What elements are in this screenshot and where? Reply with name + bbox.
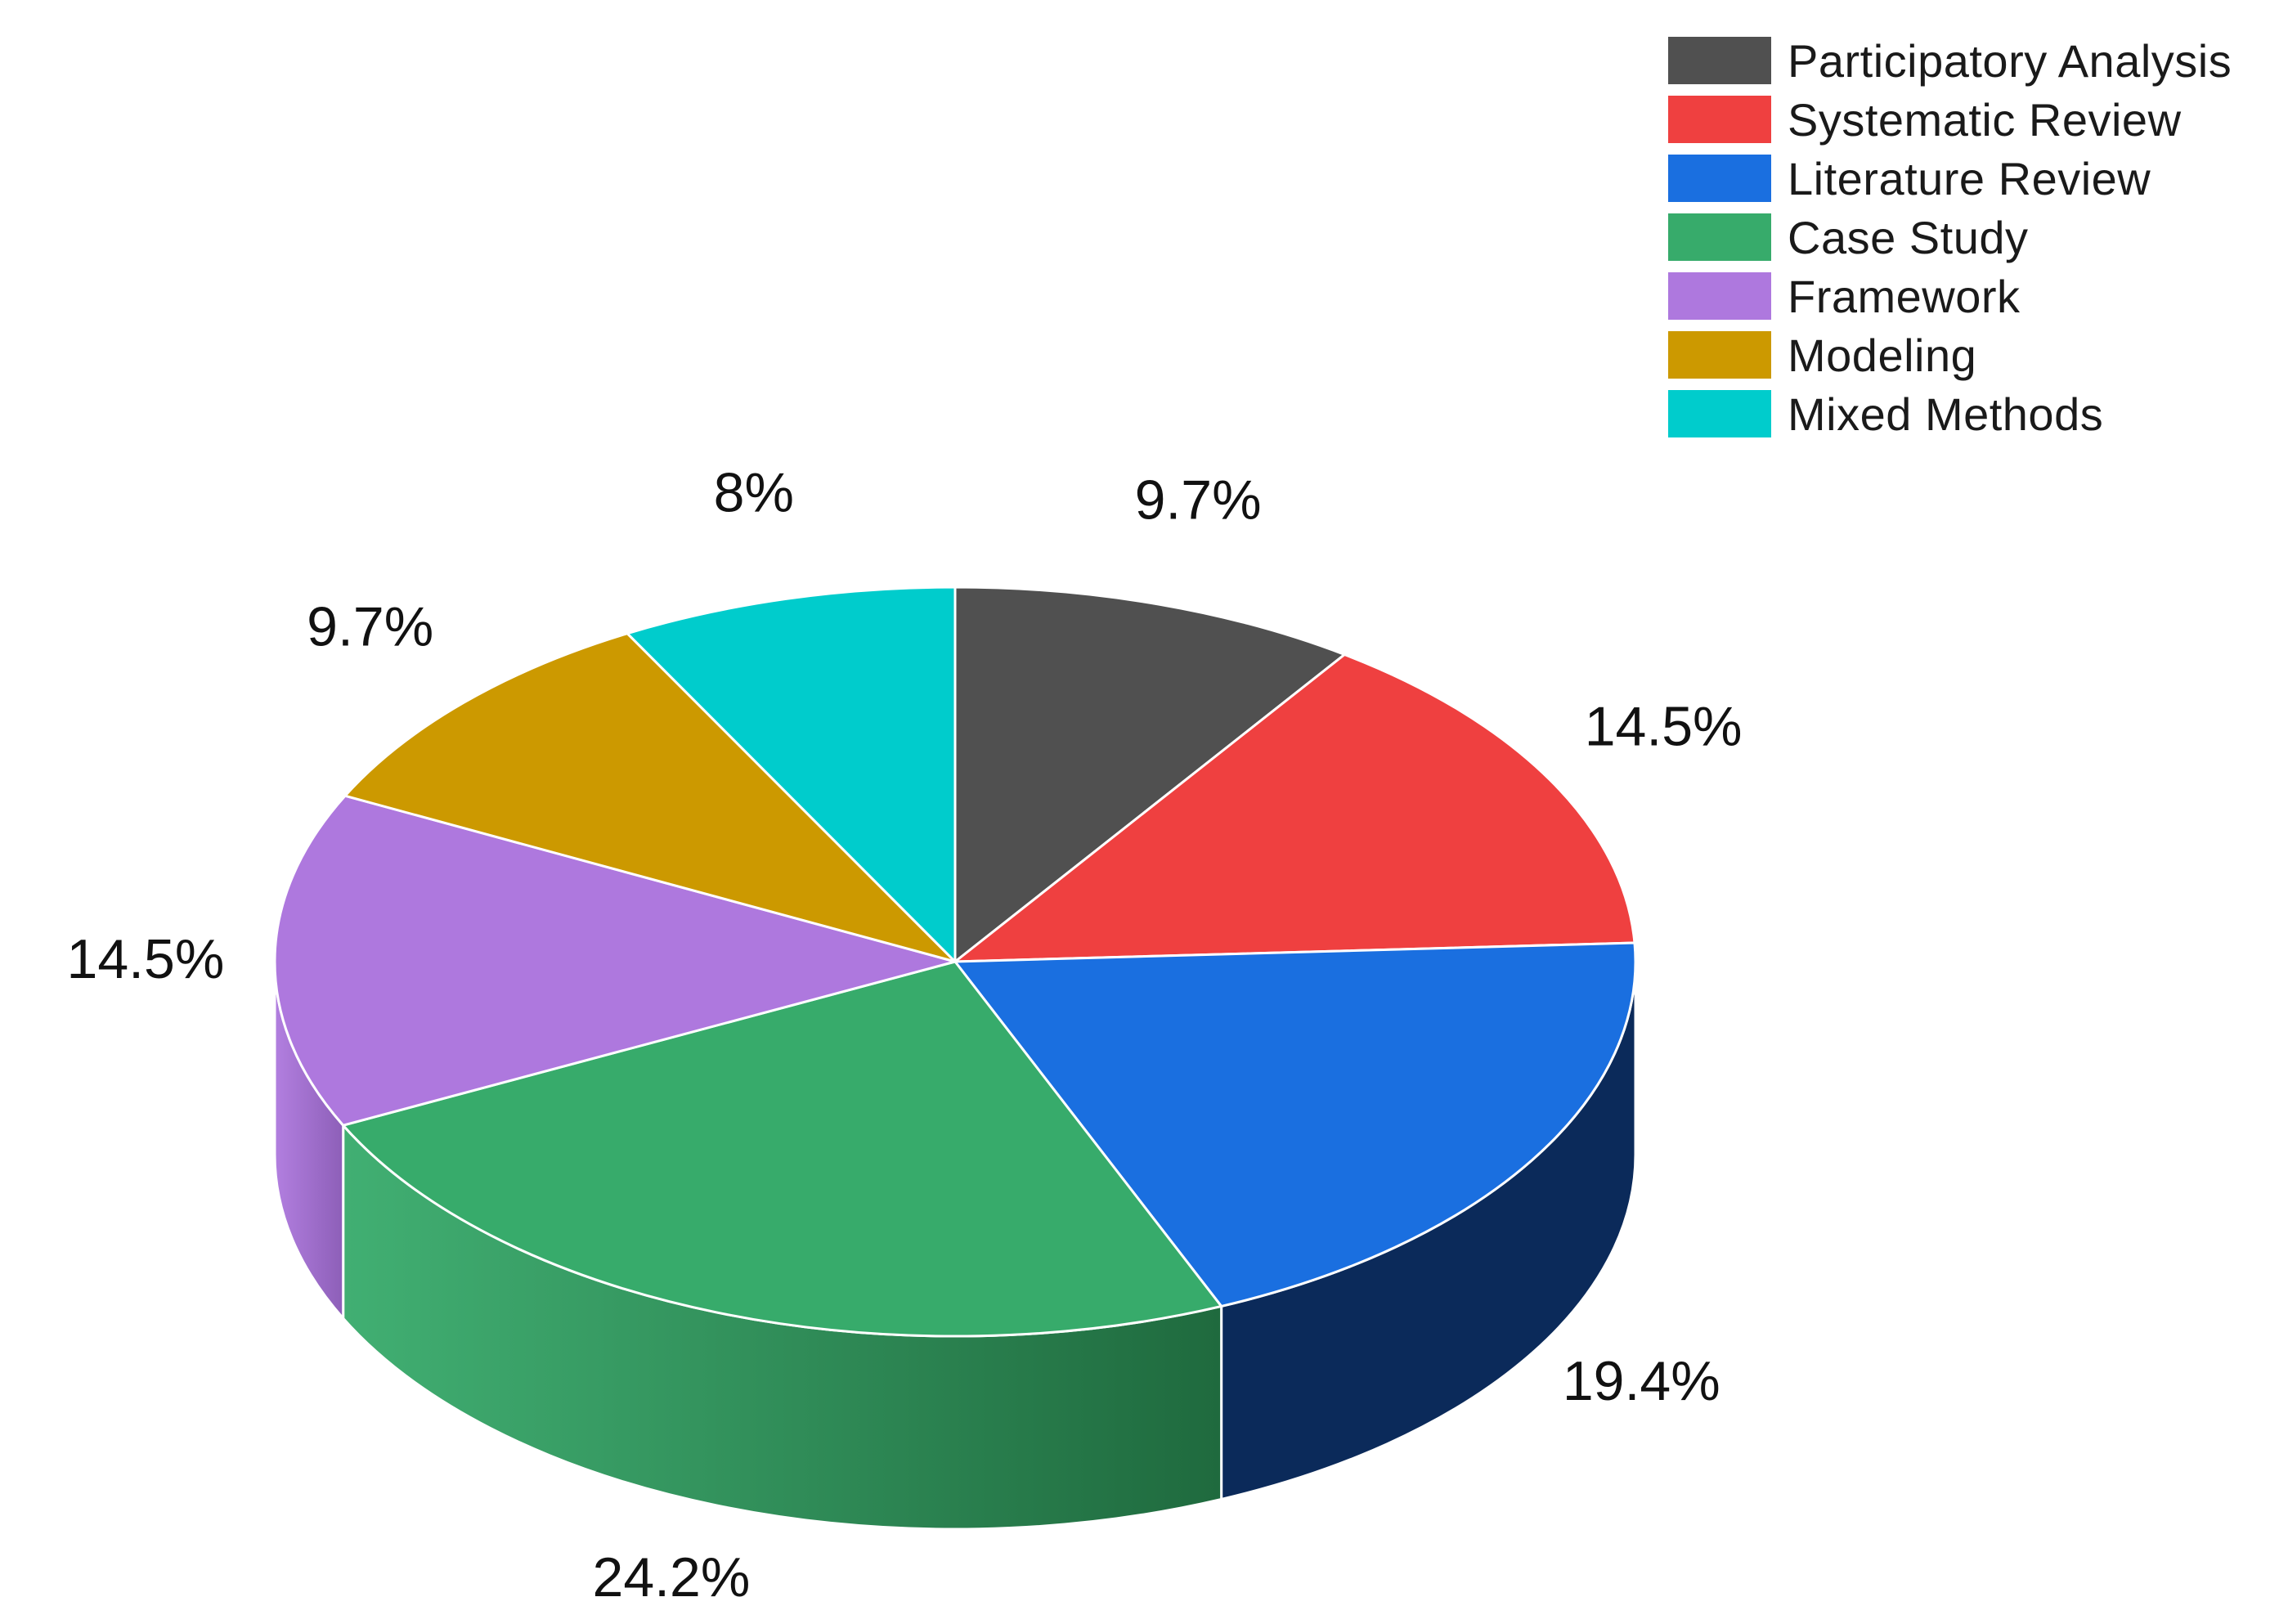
legend-item-case-study: Case Study: [1668, 208, 2232, 267]
slice-modeling: [343, 632, 957, 963]
pie-sides: [273, 961, 1637, 1531]
legend-swatch-literature-review: [1668, 155, 1771, 202]
legend-label-framework: Framework: [1788, 270, 2021, 322]
legend-swatch-systematic-review: [1668, 96, 1771, 143]
legend-swatch-modeling: [1668, 331, 1771, 379]
legend-swatch-participatory-analysis: [1668, 37, 1771, 84]
pie-labels: 9.7% 14.5% 19.4% 24.2% 14.5% 9.7% 8%: [67, 462, 1743, 1608]
slice-case-study: [342, 960, 1223, 1338]
data-label-case-study: 24.2%: [593, 1546, 751, 1608]
slice-framework: [273, 794, 957, 1127]
legend-label-participatory-analysis: Participatory Analysis: [1788, 34, 2232, 87]
slice-mixed-methods: [626, 585, 957, 963]
legend-item-participatory-analysis: Participatory Analysis: [1668, 31, 2232, 90]
legend-swatch-framework: [1668, 272, 1771, 320]
legend-label-literature-review: Literature Review: [1788, 152, 2151, 204]
data-label-modeling: 9.7%: [307, 596, 433, 658]
slice-literature-review: [953, 941, 1637, 1308]
legend-label-modeling: Modeling: [1788, 329, 1977, 381]
legend-item-framework: Framework: [1668, 267, 2232, 325]
data-label-mixed-methods: 8%: [714, 462, 794, 524]
legend-item-literature-review: Literature Review: [1668, 149, 2232, 208]
data-label-literature-review: 19.4%: [1563, 1350, 1720, 1412]
slice-systematic-review: [953, 653, 1636, 963]
legend-label-mixed-methods: Mixed Methods: [1788, 388, 2104, 440]
legend-label-case-study: Case Study: [1788, 211, 2029, 263]
legend-swatch-case-study: [1668, 213, 1771, 261]
data-label-framework: 14.5%: [67, 928, 225, 990]
data-label-participatory-analysis: 9.7%: [1135, 469, 1262, 531]
data-label-systematic-review: 14.5%: [1585, 696, 1743, 758]
legend: Participatory Analysis Systematic Review…: [1668, 31, 2232, 443]
legend-item-mixed-methods: Mixed Methods: [1668, 384, 2232, 443]
slice-participatory-analysis: [953, 585, 1346, 963]
legend-item-modeling: Modeling: [1668, 325, 2232, 384]
legend-item-systematic-review: Systematic Review: [1668, 90, 2232, 149]
legend-swatch-mixed-methods: [1668, 390, 1771, 437]
pie-top: [273, 585, 1637, 1338]
legend-label-systematic-review: Systematic Review: [1788, 93, 2182, 146]
